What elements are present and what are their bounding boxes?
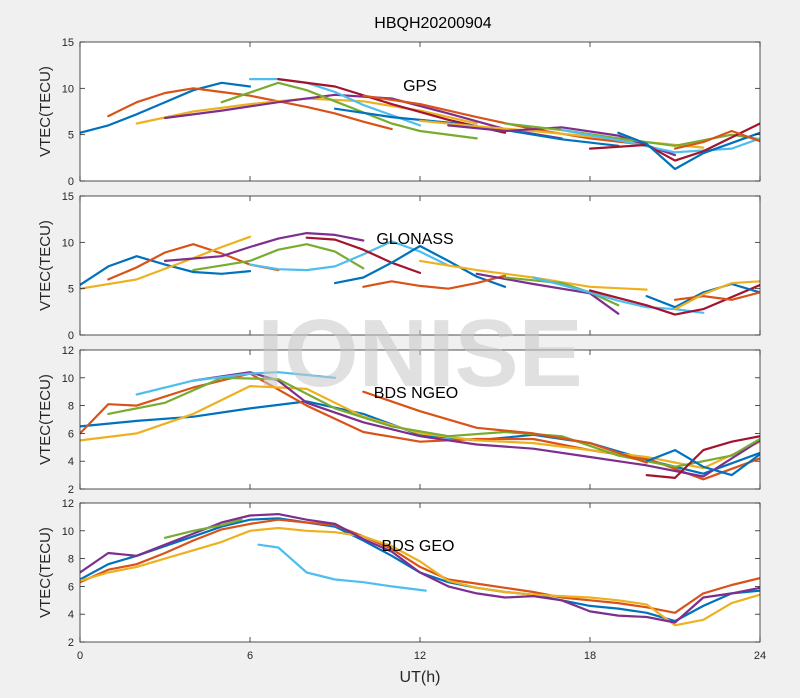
series-line-3 bbox=[80, 385, 760, 470]
panel-title: GPS bbox=[403, 78, 437, 95]
y-tick-label: 5 bbox=[68, 284, 74, 296]
series-group bbox=[80, 512, 760, 627]
y-tick-label: 2 bbox=[68, 637, 74, 649]
y-tick-label: 15 bbox=[62, 191, 74, 203]
y-tick-label: 6 bbox=[68, 428, 74, 440]
series-line-14 bbox=[588, 122, 760, 162]
series-group bbox=[80, 232, 760, 316]
series-line-4 bbox=[80, 512, 760, 624]
y-tick-label: 4 bbox=[68, 609, 74, 621]
y-tick-label: 0 bbox=[68, 330, 74, 342]
panels: 0 5 10 15 VTEC(TECU) GPS 0 5 10 15 VTEC(TECU) GLONA… bbox=[37, 37, 766, 662]
y-axis-label: VTEC(TECU) bbox=[37, 220, 54, 311]
y-tick-label: 12 bbox=[62, 498, 74, 510]
x-axis-label: UT(h) bbox=[400, 669, 441, 686]
series-line-11 bbox=[447, 124, 677, 157]
y-tick-label: 6 bbox=[68, 581, 74, 593]
series-line-5 bbox=[163, 518, 243, 539]
y-tick-label: 4 bbox=[68, 456, 74, 468]
series-line-9 bbox=[362, 274, 507, 290]
x-tick-label: 12 bbox=[414, 650, 426, 662]
series-line-15 bbox=[645, 282, 760, 309]
series-line-2 bbox=[80, 372, 760, 481]
series-line-5 bbox=[220, 81, 478, 140]
series-line-14 bbox=[588, 283, 760, 316]
watermark: IONISE bbox=[257, 300, 582, 407]
series-line-11 bbox=[475, 272, 620, 315]
series-line-16 bbox=[673, 129, 760, 150]
y-tick-label: 5 bbox=[68, 130, 74, 142]
x-tick-label: 24 bbox=[754, 650, 766, 662]
series-line-16 bbox=[673, 291, 760, 301]
series-line-7 bbox=[305, 236, 422, 274]
x-tick-label: 6 bbox=[247, 650, 253, 662]
series-line-8 bbox=[333, 244, 507, 288]
series-line-15 bbox=[617, 131, 760, 171]
series-line-7 bbox=[645, 435, 760, 479]
x-tick-label: 18 bbox=[584, 650, 596, 662]
series-line-8 bbox=[645, 449, 760, 477]
series-line-6 bbox=[257, 543, 427, 592]
series-group bbox=[80, 77, 760, 171]
series-line-5 bbox=[192, 243, 365, 272]
panel-1: 0 5 10 15 VTEC(TECU) GPS bbox=[37, 37, 761, 188]
series-line-1 bbox=[80, 400, 760, 475]
y-tick-label: 0 bbox=[68, 176, 74, 188]
figure-title: HBQH20200904 bbox=[374, 15, 492, 32]
y-tick-label: 12 bbox=[62, 345, 74, 357]
series-line-17 bbox=[673, 280, 760, 311]
series-group bbox=[80, 371, 760, 481]
y-axis-label: VTEC(TECU) bbox=[37, 527, 54, 618]
series-line-6 bbox=[135, 371, 337, 396]
y-tick-label: 10 bbox=[62, 373, 74, 385]
y-axis-label: VTEC(TECU) bbox=[37, 374, 54, 465]
y-tick-label: 10 bbox=[62, 526, 74, 538]
x-tick-label: 0 bbox=[77, 650, 83, 662]
y-tick-label: 10 bbox=[62, 83, 74, 95]
series-line-1 bbox=[80, 255, 252, 287]
series-line-2 bbox=[107, 87, 393, 131]
series-line-3 bbox=[80, 526, 760, 627]
y-tick-label: 2 bbox=[68, 484, 74, 496]
y-axis-label: VTEC(TECU) bbox=[37, 66, 54, 157]
y-tick-label: 10 bbox=[62, 237, 74, 249]
series-line-4 bbox=[163, 232, 365, 262]
panel-title: BDS GEO bbox=[382, 538, 455, 555]
series-line-13 bbox=[560, 128, 760, 154]
y-tick-label: 8 bbox=[68, 554, 74, 566]
y-tick-label: 15 bbox=[62, 37, 74, 49]
series-line-1 bbox=[80, 81, 252, 134]
panel-2: 0 5 10 15 VTEC(TECU) GLONASS bbox=[37, 191, 761, 342]
panel-title: BDS NGEO bbox=[374, 385, 458, 402]
plot-area bbox=[80, 196, 760, 335]
series-line-9 bbox=[362, 390, 648, 464]
panel-3: 2 4 6 8 10 12 VTEC(TECU) BDS NGEO bbox=[37, 345, 761, 496]
series-line-2 bbox=[80, 518, 760, 614]
y-tick-label: 8 bbox=[68, 401, 74, 413]
series-line-13 bbox=[532, 276, 705, 314]
panel-title: GLONASS bbox=[376, 231, 453, 248]
